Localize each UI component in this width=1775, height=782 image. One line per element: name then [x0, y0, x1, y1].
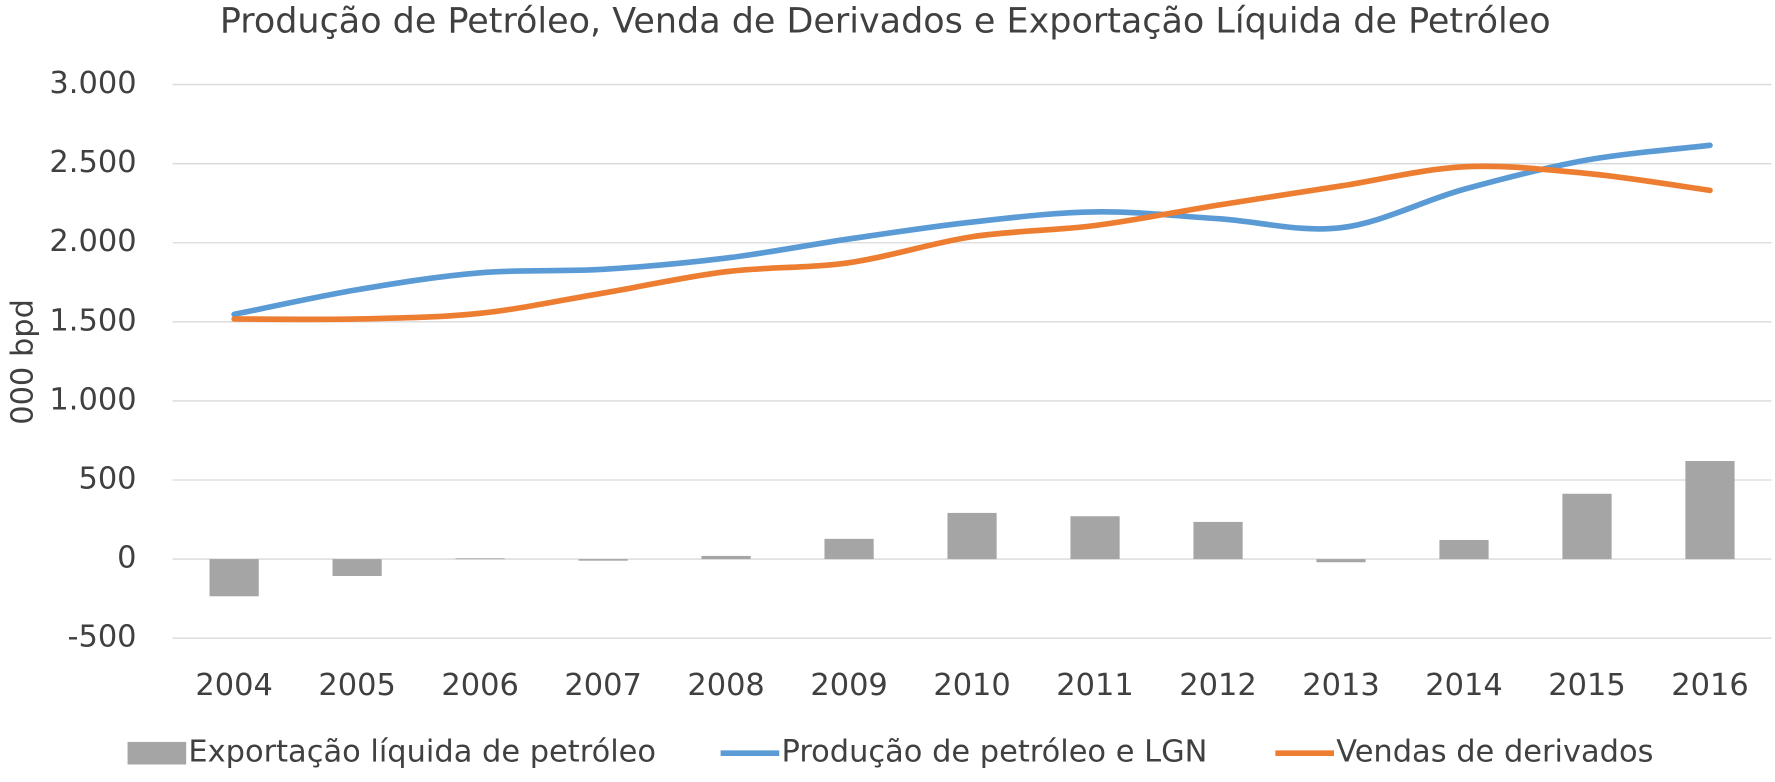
y-tick-label: 1.000	[49, 382, 136, 417]
y-tick-label: 500	[78, 462, 136, 497]
x-tick-label: 2015	[1548, 668, 1625, 703]
y-tick-label: -500	[67, 620, 136, 655]
chart-title: Produção de Petróleo, Venda de Derivados…	[220, 2, 1551, 42]
legend-swatch	[127, 741, 187, 765]
bar	[1439, 539, 1489, 560]
bar	[1070, 516, 1120, 560]
legend-label: Vendas de derivados	[1336, 735, 1653, 770]
legend-label: Produção de petróleo e LGN	[782, 735, 1208, 770]
bar	[1685, 461, 1735, 560]
x-tick-label: 2012	[1179, 668, 1256, 703]
y-tick-label: 1.500	[49, 303, 136, 338]
y-axis-label: 000 bpd	[5, 299, 40, 425]
bar	[1562, 493, 1612, 560]
x-tick-label: 2008	[687, 668, 764, 703]
y-tick-label: 0	[117, 541, 136, 576]
legend-label: Exportação líquida de petróleo	[188, 735, 656, 770]
x-tick-label: 2013	[1302, 668, 1379, 703]
bar	[455, 558, 505, 560]
x-tick-label: 2005	[318, 668, 395, 703]
y-tick-label: 2.500	[49, 145, 136, 180]
bar	[1316, 559, 1366, 563]
bar	[1193, 521, 1243, 560]
y-tick-label: 3.000	[49, 66, 136, 101]
x-tick-label: 2010	[933, 668, 1010, 703]
x-tick-label: 2006	[441, 668, 518, 703]
bar	[578, 559, 628, 561]
line	[231, 163, 1713, 323]
bar	[209, 559, 259, 597]
bar	[947, 512, 997, 560]
x-tick-label: 2004	[195, 668, 272, 703]
x-tick-label: 2007	[564, 668, 641, 703]
bar	[701, 555, 751, 560]
y-tick-label: 2.000	[49, 224, 136, 259]
bar	[824, 538, 874, 560]
x-tick-label: 2014	[1425, 668, 1502, 703]
bar	[332, 559, 382, 577]
line	[231, 142, 1713, 318]
x-tick-label: 2011	[1056, 668, 1133, 703]
x-tick-label: 2016	[1671, 668, 1748, 703]
x-tick-label: 2009	[810, 668, 887, 703]
